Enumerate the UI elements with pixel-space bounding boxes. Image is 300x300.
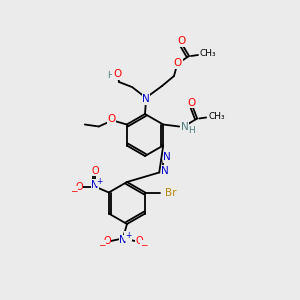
Text: O: O [135,236,143,246]
Text: −: − [98,241,106,250]
Text: +: + [97,177,103,186]
Text: Br: Br [165,188,177,197]
Text: CH₃: CH₃ [208,112,225,121]
Text: O: O [177,36,185,46]
Text: N: N [91,179,98,190]
Text: −: − [70,186,78,195]
Text: N: N [181,122,189,133]
Text: O: O [174,58,182,68]
Text: O: O [75,182,82,191]
Text: H: H [108,70,114,80]
Text: N: N [119,235,127,245]
Text: H: H [188,126,195,135]
Text: N: N [163,152,171,163]
Text: N: N [142,94,150,104]
Text: O: O [187,98,195,107]
Text: −: − [140,241,148,250]
Text: CH₃: CH₃ [200,49,217,58]
Text: +: + [125,232,131,241]
Text: O: O [108,115,116,124]
Text: O: O [91,166,99,176]
Text: O: O [103,236,111,246]
Text: N: N [161,166,169,176]
Text: O: O [113,69,121,79]
